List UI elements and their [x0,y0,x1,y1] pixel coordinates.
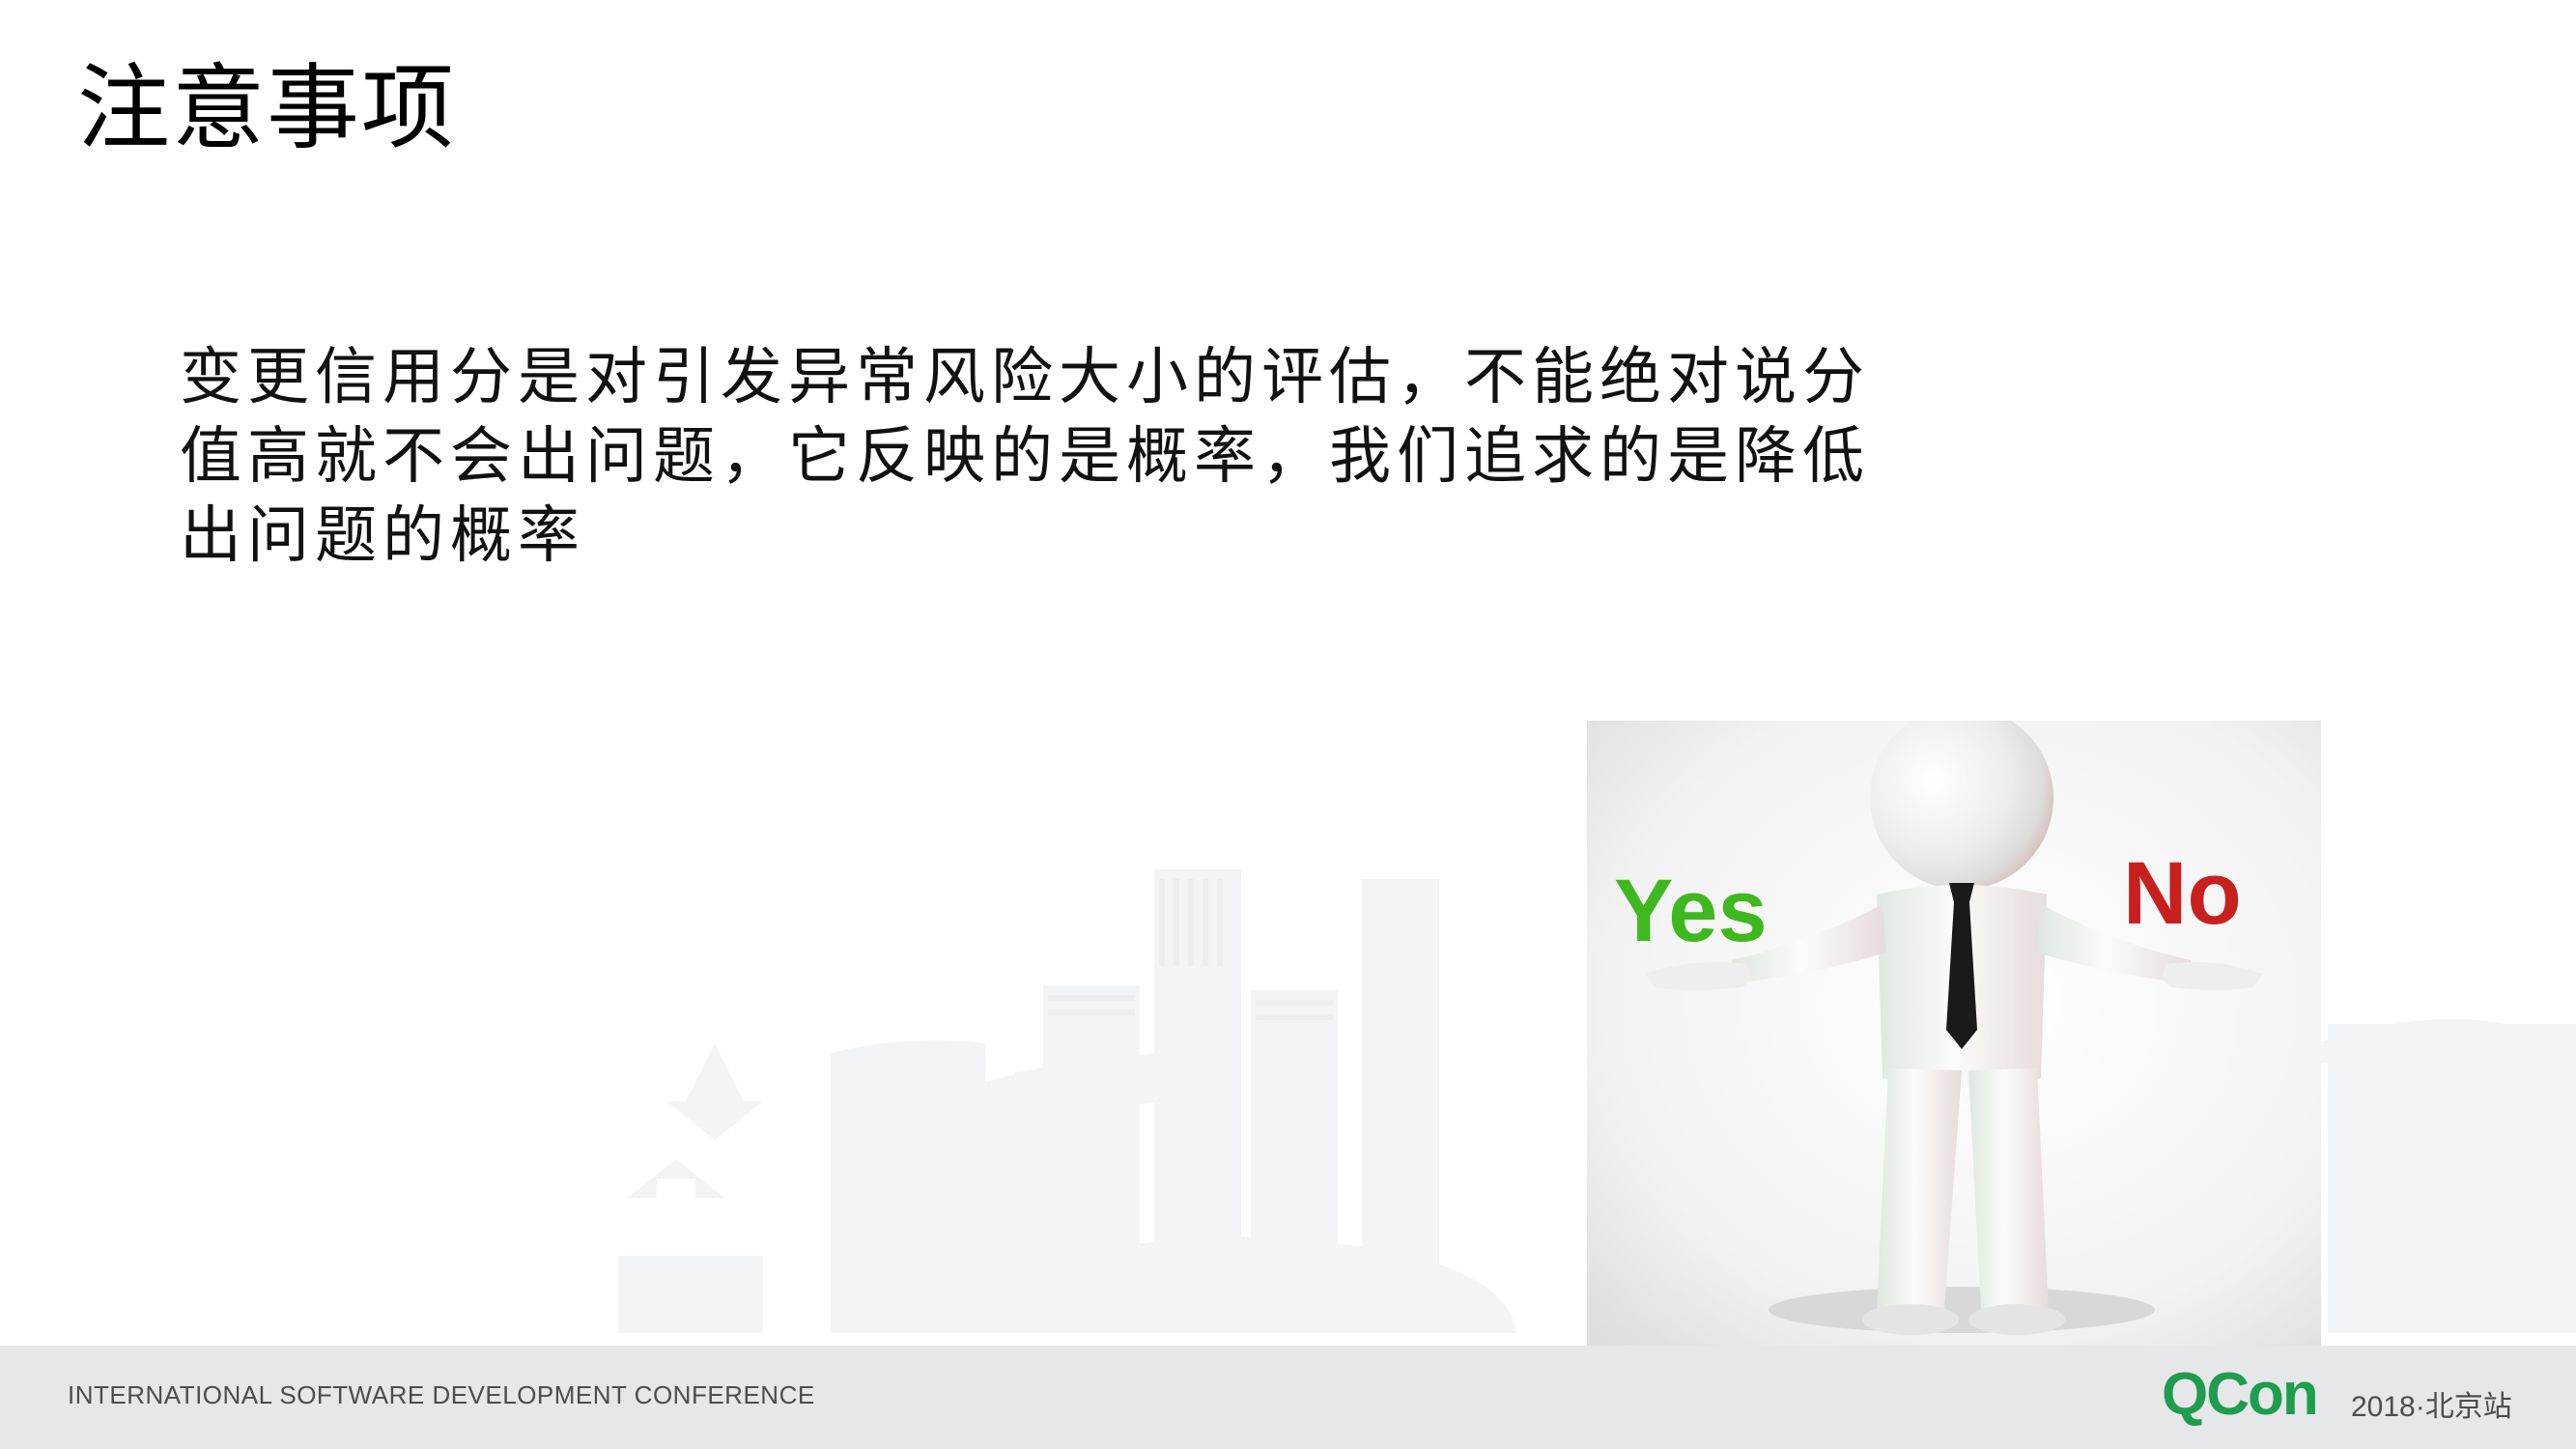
yes-label: Yes [1614,862,1768,960]
slide-title: 注意事项 [77,54,456,162]
footer-bar: INTERNATIONAL SOFTWARE DEVELOPMENT CONFE… [0,1346,2576,1449]
city-skyline-background [618,869,2576,1333]
qcon-logo-text: QCon [2162,1361,2319,1428]
conference-edition: 2018·北京站 [2351,1391,2512,1423]
yes-no-illustration: Yes No [1587,721,2321,1347]
tie-icon [1946,883,1977,1049]
no-label: No [2123,844,2242,943]
conference-name: INTERNATIONAL SOFTWARE DEVELOPMENT CONFE… [68,1380,815,1409]
body-paragraph: 变更信用分是对引发异常风险大小的评估，不能绝对说分值高就不会出问题，它反映的是概… [180,342,1870,572]
